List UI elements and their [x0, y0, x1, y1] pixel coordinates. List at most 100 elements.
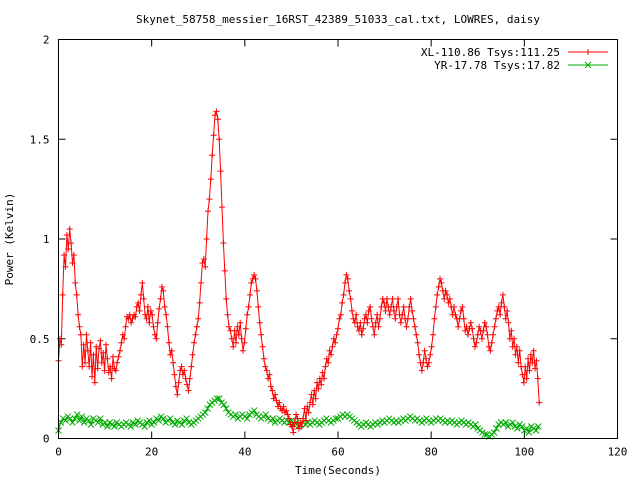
data-point	[151, 331, 158, 338]
data-point	[332, 339, 339, 346]
data-point	[116, 347, 123, 354]
data-point	[297, 419, 304, 426]
data-point	[63, 232, 70, 239]
data-point	[114, 359, 121, 366]
data-point	[483, 323, 490, 330]
data-point	[431, 315, 438, 322]
data-point	[294, 415, 301, 422]
data-point	[286, 415, 293, 422]
data-point	[193, 323, 200, 330]
data-point	[214, 116, 221, 123]
data-point	[78, 413, 86, 420]
data-point	[260, 355, 267, 362]
data-point	[428, 343, 435, 350]
data-point	[534, 375, 541, 382]
data-point	[246, 291, 253, 298]
data-point	[223, 295, 230, 302]
data-point	[262, 411, 270, 418]
data-point	[61, 251, 68, 258]
data-point	[139, 279, 146, 286]
data-point	[104, 423, 111, 430]
data-point	[94, 419, 102, 426]
data-point	[411, 323, 418, 330]
data-point	[71, 415, 79, 422]
data-point	[98, 359, 105, 366]
data-point	[464, 331, 471, 338]
data-point	[91, 379, 98, 386]
data-point	[513, 343, 520, 350]
data-point	[522, 363, 529, 370]
data-point	[262, 363, 269, 370]
data-point	[508, 327, 515, 334]
data-point	[166, 415, 174, 422]
plot-frame	[58, 39, 618, 439]
data-point	[414, 339, 421, 346]
data-point	[65, 245, 72, 252]
data-point	[455, 323, 462, 330]
data-point	[437, 275, 444, 282]
data-point	[222, 405, 230, 412]
data-point	[390, 307, 397, 314]
data-point	[167, 351, 174, 358]
y-tick-label: 1.5	[30, 133, 50, 146]
data-point	[94, 365, 101, 372]
data-point	[325, 359, 332, 366]
data-point	[435, 283, 442, 290]
data-point	[585, 49, 591, 55]
data-point	[149, 311, 156, 318]
data-point	[459, 303, 466, 310]
data-point	[171, 421, 179, 428]
data-point	[156, 305, 163, 312]
data-point	[103, 341, 110, 348]
data-point	[393, 303, 400, 310]
data-point	[202, 263, 209, 270]
data-point	[203, 236, 210, 242]
data-point	[399, 311, 406, 318]
data-point	[161, 303, 168, 310]
data-point	[56, 335, 63, 342]
data-point	[395, 295, 402, 302]
data-point	[490, 331, 497, 338]
data-point	[210, 132, 217, 139]
data-point	[386, 311, 393, 318]
data-point	[201, 409, 209, 416]
plot-series	[55, 108, 543, 440]
data-point	[144, 303, 151, 310]
data-point	[533, 357, 540, 364]
data-point	[104, 355, 111, 362]
data-point	[136, 307, 143, 314]
data-point	[284, 411, 291, 418]
data-point	[536, 399, 543, 406]
data-point	[312, 395, 319, 402]
data-point	[457, 307, 464, 314]
data-point	[318, 381, 325, 388]
data-point	[195, 315, 202, 322]
data-point	[450, 303, 457, 310]
data-point	[491, 323, 498, 330]
data-point	[526, 367, 533, 374]
data-point	[504, 307, 511, 314]
data-point	[471, 343, 478, 350]
series-group	[55, 395, 542, 440]
axis-ticks: 0 20 40 60 80 100 120 0 0.5 1 1.5 2	[30, 34, 628, 459]
data-point	[143, 315, 150, 322]
data-point	[360, 325, 367, 332]
data-point	[62, 263, 69, 270]
data-point	[293, 411, 300, 418]
data-point	[353, 311, 360, 318]
y-tick-label: 0.5	[30, 333, 50, 346]
data-point	[444, 291, 451, 298]
data-point	[163, 311, 170, 318]
data-point	[142, 311, 149, 318]
data-point	[220, 401, 228, 408]
data-point	[512, 351, 519, 358]
data-point	[441, 295, 448, 302]
data-point	[75, 311, 82, 318]
y-tick-label: 1	[43, 233, 50, 246]
data-point	[191, 339, 198, 346]
data-point	[432, 303, 439, 310]
data-point	[530, 347, 537, 354]
data-point	[73, 291, 80, 298]
